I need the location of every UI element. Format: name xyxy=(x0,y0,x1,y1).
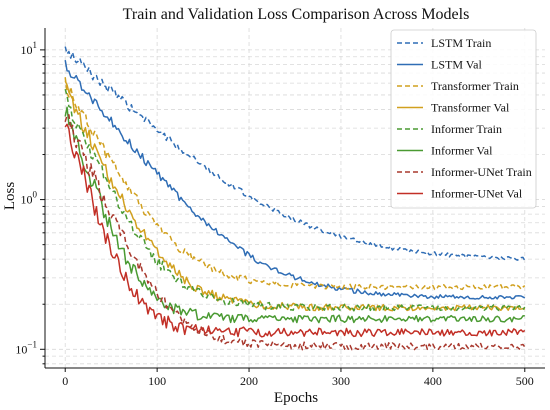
y-tick-label: 10−1 xyxy=(15,339,37,356)
legend-label: LSTM Train xyxy=(431,36,491,50)
x-tick-label: 0 xyxy=(62,374,68,388)
chart-title: Train and Validation Loss Comparison Acr… xyxy=(123,6,470,23)
series-line-transformer-val xyxy=(64,80,526,312)
x-tick-label: 500 xyxy=(516,374,534,388)
y-axis-label: Loss xyxy=(2,182,18,211)
x-tick-label: 200 xyxy=(240,374,258,388)
series-line-lstm-train xyxy=(64,46,526,261)
x-tick-label: 400 xyxy=(424,374,442,388)
x-axis-label: Epochs xyxy=(274,390,318,406)
y-tick-label: 101 xyxy=(21,40,38,57)
series-line-lstm-val xyxy=(64,59,526,300)
series-line-informer-unet-val xyxy=(64,123,526,338)
series-line-transformer-train xyxy=(64,77,526,291)
series-line-informer-val xyxy=(64,106,525,324)
legend-label: LSTM Val xyxy=(431,58,482,72)
y-tick-label: 100 xyxy=(21,190,38,207)
series-line-informer-train xyxy=(64,88,526,312)
x-tick-label: 300 xyxy=(332,374,350,388)
legend-label: Transformer Train xyxy=(431,79,519,93)
legend-label: Informer Val xyxy=(431,144,493,158)
axes: 0 100 200 300 400 500 10−1 100 101 xyxy=(15,28,545,388)
x-tick-label: 100 xyxy=(148,374,166,388)
legend: LSTM Train LSTM Val Transformer Train Trans… xyxy=(390,29,537,209)
legend-label: Transformer Val xyxy=(431,101,510,115)
series-lines xyxy=(64,46,526,351)
legend-label: Informer-UNet Val xyxy=(431,187,523,201)
legend-box xyxy=(390,29,537,209)
series-line-informer-unet-train xyxy=(64,114,526,351)
legend-label: Informer-UNet Train xyxy=(431,165,532,179)
legend-label: Informer Train xyxy=(431,122,502,136)
